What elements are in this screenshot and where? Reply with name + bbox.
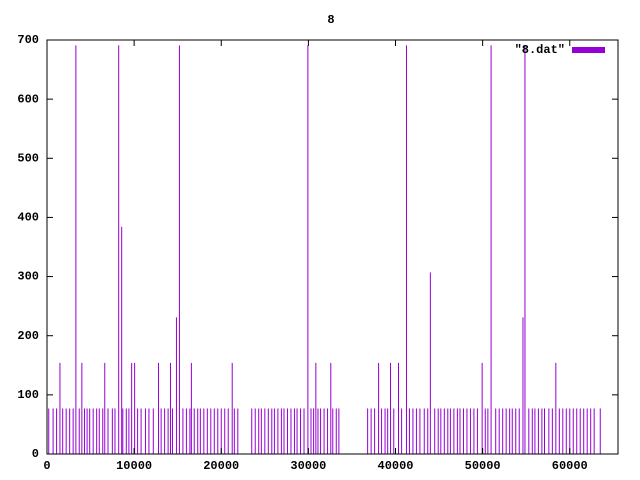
x-tick-label: 20000 [203,459,239,473]
y-tick-label: 300 [17,270,39,284]
legend-label: "8.dat" [515,43,565,57]
y-tick-label: 700 [17,33,39,47]
x-tick-label: 60000 [552,459,588,473]
x-tick-label: 50000 [465,459,501,473]
y-tick-label: 200 [17,329,39,343]
y-tick-label: 600 [17,92,39,106]
chart-title: 8 [327,13,334,27]
x-tick-label: 30000 [290,459,326,473]
y-tick-label: 400 [17,211,39,225]
plot-border [46,39,619,455]
x-tick-label: 10000 [116,459,152,473]
y-tick-label: 500 [17,151,39,165]
y-tick-label: 100 [17,388,39,402]
legend-swatch [572,47,605,53]
y-tick-label: 0 [32,447,39,461]
x-tick-label: 0 [43,459,50,473]
x-tick-label: 40000 [378,459,414,473]
